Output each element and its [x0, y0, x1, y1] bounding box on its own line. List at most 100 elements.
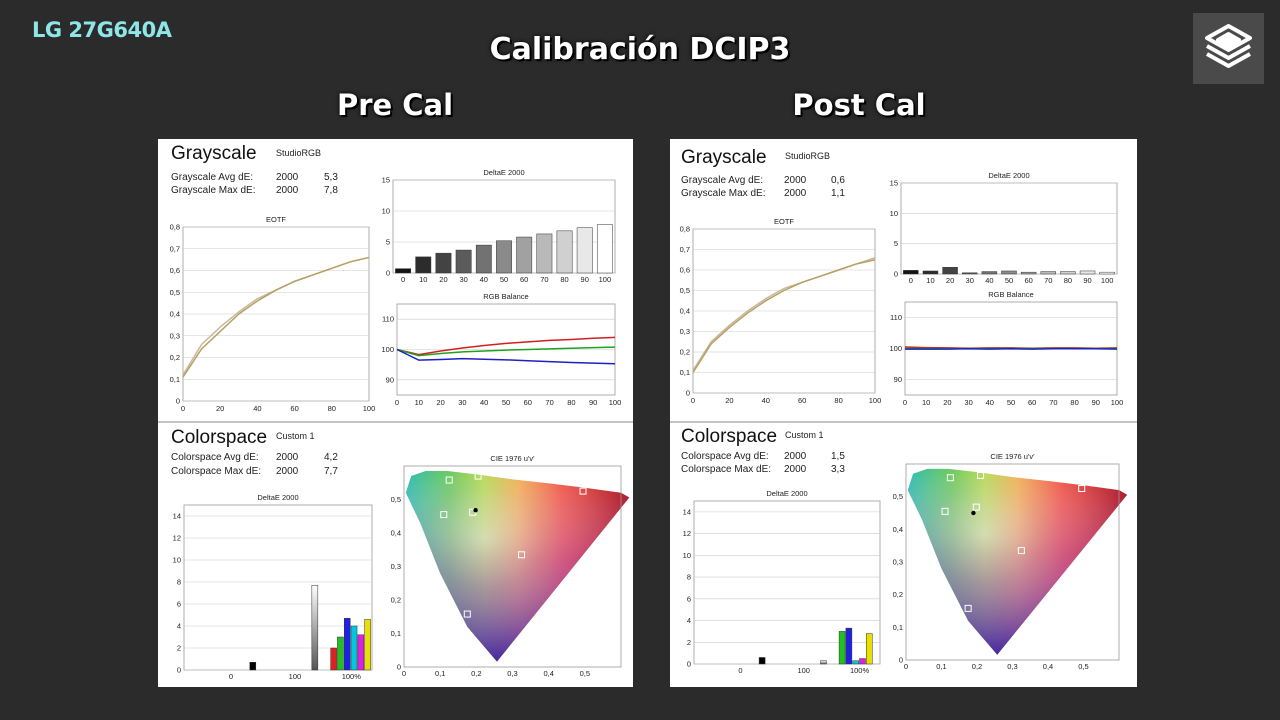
x-tick-label: 60 — [520, 275, 528, 284]
post-grayscale-title: Grayscale — [681, 147, 767, 168]
y-tick-label: 0,6 — [170, 266, 180, 275]
x-tick-label: 40 — [480, 398, 488, 407]
x-tick-label: 70 — [1049, 398, 1057, 407]
x-tick-label: 0 — [904, 662, 908, 671]
y-tick-label: 0,7 — [170, 244, 180, 253]
cie-target-green — [445, 476, 453, 484]
cie-target-blue — [463, 610, 471, 618]
x-tick-label: 90 — [589, 398, 597, 407]
bar — [357, 634, 365, 671]
y-tick-label: 0,8 — [170, 223, 180, 232]
series-line-blue — [396, 348, 616, 365]
pre-colorspace-de-chart: DeltaE 2000 0 2 4 6 8 10 12 14 0 100 100% — [173, 493, 373, 681]
pre-grayscale-max-std: 2000 — [276, 185, 299, 196]
plot-area — [905, 463, 1120, 661]
cie-target-red — [1078, 485, 1086, 492]
y-tick-label: 0 — [177, 666, 181, 675]
x-tick-label: 0 — [909, 276, 913, 285]
x-tick-label: 70 — [1044, 276, 1052, 285]
x-tick-label: 100 — [609, 398, 622, 407]
bar — [962, 272, 978, 275]
x-tick-label: 100% — [342, 672, 362, 681]
y-tick-label: 0,1 — [170, 375, 180, 384]
bar — [249, 662, 257, 671]
bar — [516, 236, 533, 274]
bar — [852, 660, 859, 665]
y-tick-label: 0,6 — [680, 266, 690, 275]
chart-title: DeltaE 2000 — [483, 168, 524, 177]
x-tick-label: 100% — [850, 666, 870, 675]
x-tick-label: 70 — [545, 398, 553, 407]
bar — [1040, 271, 1056, 275]
y-tick-label: 14 — [173, 512, 181, 521]
post-grayscale-de-chart: DeltaE 2000 0 5 10 15 0 10 20 30 40 50 60 70 80 90 100 — [890, 171, 1118, 285]
bar — [455, 249, 472, 274]
x-tick-label: 100 — [1101, 276, 1114, 285]
cie-target-green — [946, 474, 954, 482]
x-tick-label: 100 — [869, 396, 882, 405]
cie-gamut-white — [907, 468, 1128, 655]
post-colorspace-avg-value: 1,5 — [831, 451, 845, 462]
series-line-1 — [692, 259, 876, 373]
x-tick-label: 20 — [436, 398, 444, 407]
x-tick-label: 30 — [458, 398, 466, 407]
y-tick-label: 0,4 — [893, 525, 903, 534]
chart-title: RGB Balance — [988, 290, 1033, 299]
bar — [337, 636, 344, 671]
y-tick-label: 4 — [687, 616, 691, 625]
bar — [820, 660, 827, 665]
x-tick-label: 20 — [216, 404, 224, 413]
x-tick-label: 0,1 — [936, 662, 946, 671]
x-tick-label: 0,2 — [972, 662, 982, 671]
y-tick-label: 6 — [687, 594, 691, 603]
y-tick-label: 0,3 — [391, 562, 401, 571]
x-tick-label: 0,3 — [1007, 662, 1017, 671]
x-tick-label: 80 — [834, 396, 842, 405]
pre-colorspace-max-std: 2000 — [276, 466, 299, 477]
y-tick-label: 8 — [687, 573, 691, 582]
bar — [576, 227, 593, 274]
x-tick-label: 0 — [181, 404, 185, 413]
cie-target-blue — [964, 604, 972, 612]
x-tick-label: 100 — [289, 672, 302, 681]
x-tick-label: 80 — [1064, 276, 1072, 285]
plot-area — [900, 182, 1118, 275]
post-cie-chart: CIE 1976 u'v' 0 0,1 0,2 0,3 0,4 0,5 0 0,1 0,2 0,3 0… — [893, 452, 1128, 671]
post-eotf-chart: EOTF 0 0,1 0,2 0,3 0,4 0,5 0,6 0,7 0,8 0 20 40 60 80 10… — [680, 217, 882, 405]
bar — [350, 625, 358, 671]
x-tick-label: 20 — [946, 276, 954, 285]
x-tick-label: 40 — [762, 396, 770, 405]
y-tick-label: 10 — [890, 209, 898, 218]
pre-rgb-balance-chart: RGB Balance 90 100 110 0 10 20 30 40 50 60 70 80 90 10… — [381, 292, 621, 407]
pre-cal-report-canvas: Grayscale StudioRGB Grayscale Avg dE: 20… — [158, 143, 633, 681]
pre-colorspace-avg-std: 2000 — [276, 452, 299, 463]
y-tick-label: 0,8 — [680, 225, 690, 234]
plot-area — [403, 465, 622, 668]
y-tick-label: 0,5 — [680, 286, 690, 295]
y-tick-label: 2 — [177, 644, 181, 653]
post-colorspace-avg-std: 2000 — [784, 451, 807, 462]
cie-target-magenta — [1017, 547, 1025, 555]
post-grayscale-max-value: 1,1 — [831, 188, 845, 199]
y-tick-label: 0,4 — [391, 529, 401, 538]
y-tick-label: 2 — [687, 638, 691, 647]
cie-target-yellow — [474, 472, 482, 480]
post-colorspace-max-label: Colorspace Max dE: — [681, 464, 771, 475]
y-tick-label: 110 — [382, 315, 394, 324]
bar — [496, 240, 512, 274]
y-tick-label: 90 — [894, 375, 902, 384]
cie-target-cyan — [941, 507, 949, 515]
y-tick-label: 15 — [382, 176, 390, 185]
post-grayscale-avg-std: 2000 — [784, 175, 807, 186]
x-tick-label: 30 — [966, 276, 974, 285]
pre-colorspace-max-label: Colorspace Max dE: — [171, 466, 261, 477]
y-tick-label: 14 — [683, 507, 691, 516]
bar — [859, 658, 866, 665]
bar — [1001, 270, 1017, 275]
chart-title: DeltaE 2000 — [257, 493, 298, 502]
y-tick-label: 8 — [177, 578, 181, 587]
x-tick-label: 100 — [363, 404, 376, 413]
post-colorspace-max-value: 3,3 — [831, 464, 845, 475]
x-tick-label: 0,5 — [1078, 662, 1088, 671]
x-tick-label: 0,4 — [1043, 662, 1053, 671]
